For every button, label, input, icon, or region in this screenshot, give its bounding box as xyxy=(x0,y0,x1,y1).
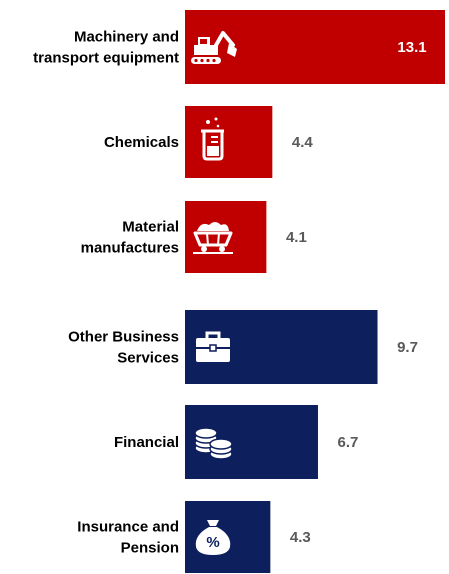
bar xyxy=(185,201,267,273)
value-label: 6.7 xyxy=(338,434,359,451)
category-label: Machinery and transport equipment xyxy=(33,29,179,67)
bars-group: Machinery and transport equipment 13.1 Chem… xyxy=(33,10,445,573)
percent-symbol: % xyxy=(206,534,219,551)
mine-cart-icon xyxy=(193,222,233,254)
category-label: Chemicals xyxy=(104,134,179,151)
excavator-icon xyxy=(191,31,237,64)
money-bag-icon: % xyxy=(195,520,231,555)
bar-row: Other Business Services 9.7 xyxy=(68,310,418,384)
value-label: 13.1 xyxy=(397,39,426,56)
bar-row: % Insurance and Pension 4.3 xyxy=(77,501,311,573)
category-label: Financial xyxy=(114,434,179,451)
value-label: 4.3 xyxy=(290,529,311,546)
coins-icon xyxy=(194,427,233,460)
bar-row: Material manufactures 4.1 xyxy=(81,201,307,273)
bar-row: Financial 6.7 xyxy=(114,405,358,479)
bar xyxy=(185,106,273,178)
category-label: Other Business Services xyxy=(68,329,179,367)
value-label: 4.1 xyxy=(286,229,307,246)
bar-row: Machinery and transport equipment 13.1 xyxy=(33,10,445,84)
value-label: 4.4 xyxy=(292,134,314,151)
category-label: Insurance and Pension xyxy=(77,519,179,557)
bar-row: Chemicals 4.4 xyxy=(104,106,313,178)
category-label: Material manufactures xyxy=(81,219,179,257)
beaker-icon xyxy=(201,117,224,161)
briefcase-icon xyxy=(196,331,230,362)
value-label: 9.7 xyxy=(397,339,418,356)
